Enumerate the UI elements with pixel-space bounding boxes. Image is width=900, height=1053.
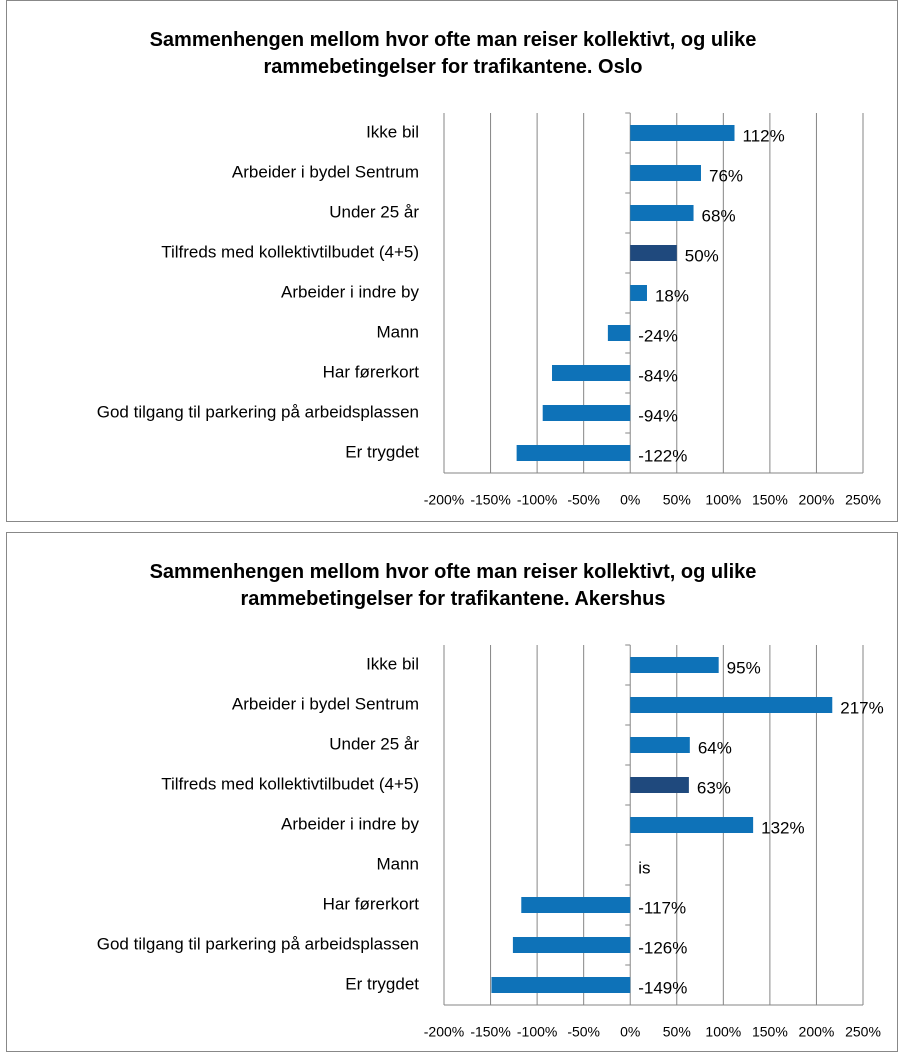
bar (552, 365, 631, 381)
y-tick-label: Arbeider i indre by (281, 814, 419, 833)
bar (516, 445, 631, 461)
y-tick-label: Er trygdet (345, 974, 419, 993)
y-tick-label: Arbeider i bydel Sentrum (232, 162, 419, 181)
x-tick-label: 50% (663, 1024, 691, 1040)
value-label: 112% (743, 126, 785, 145)
y-tick-label: Ikke bil (366, 122, 419, 141)
value-label: -84% (638, 366, 678, 385)
bar (630, 697, 833, 713)
value-label: 132% (761, 818, 804, 837)
y-tick-label: Under 25 år (329, 734, 419, 753)
chart: -200% -150% -100% -50% 0% 50% 100% 150% 200% 250%… (97, 112, 881, 508)
bar (630, 285, 647, 301)
value-label: -126% (638, 938, 687, 957)
bar (630, 205, 694, 221)
y-tick-label: Tilfreds med kollektivtilbudet (4+5) (161, 242, 419, 261)
y-tick-label: Arbeider i bydel Sentrum (232, 694, 419, 713)
y-tick-label: Ikke bil (366, 654, 419, 673)
x-tick-label: 0% (620, 492, 640, 508)
x-tick-label: 150% (752, 492, 788, 508)
bar (491, 977, 631, 993)
x-tick-label: 100% (705, 1024, 741, 1040)
bar (521, 897, 631, 913)
x-tick-label: -100% (517, 492, 557, 508)
x-tick-label: 200% (799, 492, 835, 508)
chart-panel: Sammenhengen mellom hvor ofte man reiser… (6, 532, 898, 1052)
y-tick-label: Under 25 år (329, 202, 419, 221)
chart-title: Sammenhengen mellom hvor ofte man reiser… (149, 561, 757, 610)
chart-panel: Sammenhengen mellom hvor ofte man reiser… (6, 0, 898, 522)
chart: -200% -150% -100% -50% 0% 50% 100% 150% 200% 250%… (97, 644, 884, 1040)
y-tick-label: Arbeider i indre by (281, 282, 419, 301)
x-tick-label: 200% (799, 1024, 835, 1040)
value-label: 18% (655, 286, 689, 305)
x-tick-label: -50% (567, 1024, 600, 1040)
value-label: 64% (698, 738, 732, 757)
x-tick-label: 0% (620, 1024, 640, 1040)
bar (630, 777, 689, 793)
x-tick-label: -200% (424, 1024, 464, 1040)
value-label: is (638, 858, 650, 877)
value-label: -24% (638, 326, 678, 345)
x-tick-label: 250% (845, 1024, 881, 1040)
bar (630, 817, 754, 833)
x-tick-label: 50% (663, 492, 691, 508)
value-label: 50% (685, 246, 719, 265)
bar (607, 325, 631, 341)
bar (512, 937, 631, 953)
value-label: 217% (840, 698, 883, 717)
value-label: -149% (638, 978, 687, 997)
x-tick-label: -200% (424, 492, 464, 508)
bar (630, 125, 735, 141)
bar (630, 245, 677, 261)
bar (630, 737, 690, 753)
y-tick-label: Er trygdet (345, 442, 419, 461)
y-tick-label: Mann (376, 854, 419, 873)
value-label: -94% (638, 406, 678, 425)
value-label: 95% (727, 658, 761, 677)
y-tick-label: God tilgang til parkering på arbeidsplas… (97, 402, 419, 421)
chart-title: Sammenhengen mellom hvor ofte man reiser… (149, 29, 757, 78)
x-tick-label: -150% (470, 1024, 510, 1040)
y-tick-label: Har førerkort (323, 362, 420, 381)
value-label: 76% (709, 166, 743, 185)
x-tick-label: -100% (517, 1024, 557, 1040)
y-tick-label: Tilfreds med kollektivtilbudet (4+5) (161, 774, 419, 793)
bar (630, 657, 719, 673)
x-tick-label: 250% (845, 492, 881, 508)
value-label: -122% (638, 446, 687, 465)
x-tick-label: 150% (752, 1024, 788, 1040)
value-label: 68% (702, 206, 736, 225)
y-tick-label: Har førerkort (323, 894, 420, 913)
value-label: -117% (638, 898, 686, 917)
x-tick-label: -50% (567, 492, 600, 508)
y-tick-label: God tilgang til parkering på arbeidsplas… (97, 934, 419, 953)
x-tick-label: 100% (705, 492, 741, 508)
value-label: 63% (697, 778, 731, 797)
bar (630, 165, 701, 181)
x-tick-label: -150% (470, 492, 510, 508)
y-tick-label: Mann (376, 322, 419, 341)
bar (542, 405, 631, 421)
